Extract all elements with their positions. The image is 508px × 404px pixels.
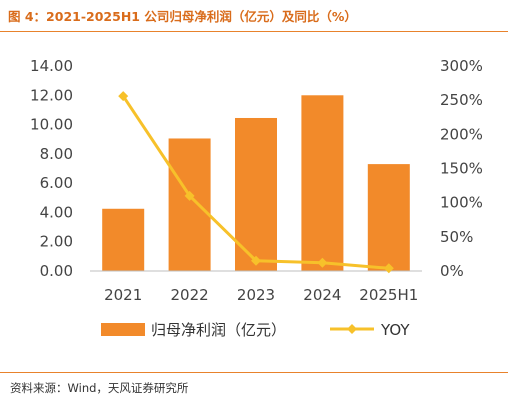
- y-left-tick-label: 12.00: [30, 86, 73, 104]
- y-left-tick-label: 2.00: [40, 233, 73, 251]
- x-tick-label: 2022: [171, 286, 209, 304]
- y-right-tick-label: 200%: [440, 125, 483, 143]
- legend-marker-line: [347, 324, 357, 334]
- legend-label-line: YOY: [380, 321, 410, 339]
- title-divider: [0, 31, 508, 32]
- chart-title: 图 4：2021-2025H1 公司归母净利润（亿元）及同比（%）: [8, 9, 357, 24]
- yoy-point: [251, 255, 261, 266]
- x-tick-label: 2021: [104, 286, 142, 304]
- y-left-tick-label: 0.00: [40, 262, 73, 280]
- y-left-tick-label: 10.00: [30, 116, 73, 134]
- y-left-tick-label: 4.00: [40, 203, 73, 221]
- bar-series: [102, 95, 410, 272]
- legend-swatch-bar: [101, 323, 145, 336]
- x-axis: 2021 2022 2023 2024 2025H1: [104, 286, 418, 304]
- yoy-point: [317, 257, 328, 268]
- legend: 归母净利润（亿元） YOY: [101, 321, 410, 339]
- x-tick-label: 2025H1: [359, 286, 418, 304]
- y-right-tick-label: 300%: [440, 57, 483, 75]
- y-left-tick-label: 6.00: [40, 174, 73, 192]
- bar: [301, 95, 344, 272]
- y-left-tick-label: 8.00: [40, 145, 73, 163]
- legend-label-bar: 归母净利润（亿元）: [151, 321, 286, 339]
- yoy-series: [118, 91, 394, 274]
- chart-area: 0.00 2.00 4.00 6.00 8.00 10.00 12.00 14.00 0% 50…: [30, 57, 483, 339]
- x-tick-label: 2024: [303, 286, 341, 304]
- bar: [367, 164, 410, 271]
- footer-divider: [0, 372, 508, 373]
- left-axis: 0.00 2.00 4.00 6.00 8.00 10.00 12.00 14.00: [30, 57, 73, 280]
- y-right-tick-label: 100%: [440, 194, 483, 212]
- yoy-point: [118, 91, 129, 102]
- x-tick-label: 2023: [237, 286, 275, 304]
- y-left-tick-label: 14.00: [30, 57, 73, 75]
- y-right-tick-label: 0%: [440, 262, 464, 280]
- right-axis: 0% 50% 100% 150% 200% 250% 300%: [440, 57, 483, 280]
- yoy-point: [184, 190, 195, 201]
- bar: [102, 208, 145, 271]
- bar: [168, 138, 211, 271]
- source-note: 资料来源：Wind，天风证券研究所: [10, 381, 189, 395]
- y-right-tick-label: 50%: [440, 228, 473, 246]
- yoy-point: [383, 263, 394, 274]
- y-right-tick-label: 250%: [440, 91, 483, 109]
- y-right-tick-label: 150%: [440, 160, 483, 178]
